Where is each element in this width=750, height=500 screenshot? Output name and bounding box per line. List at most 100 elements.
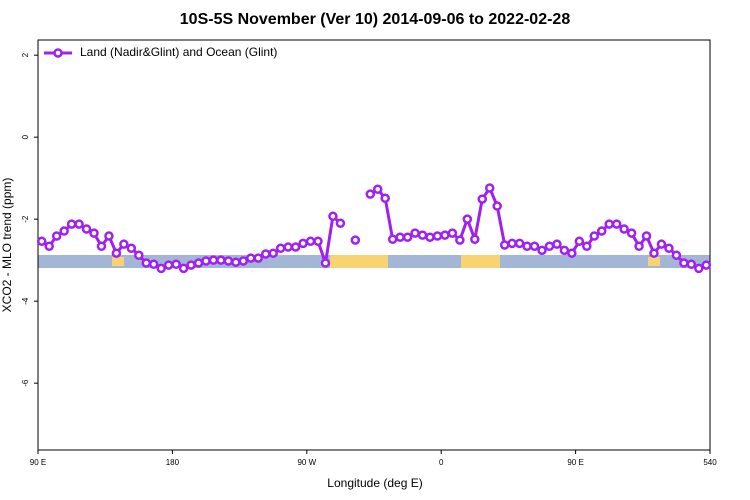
point (619, 224, 629, 234)
point (208, 255, 219, 265)
point (664, 243, 674, 254)
point (328, 211, 338, 222)
point (417, 230, 428, 240)
y-tick-label: 2 (21, 52, 30, 57)
legend-label: Land (Nadir&Glint) and Ocean (Glint) (80, 45, 277, 59)
point (522, 241, 532, 251)
point (186, 260, 196, 270)
x-axis-label: Longitude (deg E) (327, 476, 422, 490)
point (268, 248, 278, 258)
point (350, 235, 361, 245)
point (686, 259, 697, 270)
point (156, 263, 166, 274)
point (462, 214, 473, 224)
point (559, 245, 570, 256)
point (432, 231, 443, 241)
point (447, 228, 458, 238)
point (104, 231, 114, 241)
x-tick-label: 0 (439, 458, 444, 467)
point (313, 236, 323, 247)
point (290, 242, 301, 252)
x-tick-label: 90 W (297, 458, 316, 467)
point (477, 194, 488, 204)
point (246, 253, 256, 263)
point (589, 231, 600, 241)
point (171, 259, 181, 270)
y-axis-label: XCO2 - MLO trend (ppm) (0, 178, 14, 313)
y-tick-label: -4 (21, 297, 30, 305)
point (410, 228, 420, 238)
point (66, 219, 77, 229)
point (626, 228, 637, 238)
point (81, 224, 92, 234)
point (238, 256, 249, 266)
point (537, 245, 547, 256)
point (51, 231, 62, 241)
point (611, 219, 622, 229)
point (201, 256, 211, 266)
point (74, 219, 84, 229)
legend-marker (53, 48, 63, 58)
point (36, 236, 47, 247)
point (604, 219, 614, 229)
point (574, 236, 585, 247)
plot-frame (37, 39, 711, 451)
point (484, 183, 495, 193)
point (283, 242, 293, 252)
point (44, 241, 54, 251)
point (216, 255, 226, 265)
point (305, 236, 316, 247)
point (492, 201, 502, 211)
point (148, 259, 159, 270)
x-tick-label: 540 (703, 458, 717, 467)
point (387, 234, 398, 245)
point (335, 218, 346, 229)
point (96, 241, 107, 251)
point (253, 253, 264, 263)
point (320, 258, 331, 268)
point (470, 234, 480, 245)
point (298, 238, 308, 249)
point (134, 250, 144, 260)
point (119, 239, 129, 249)
point (425, 232, 435, 242)
point (499, 240, 510, 250)
point (649, 248, 659, 258)
point (440, 230, 450, 240)
point (365, 189, 376, 199)
point (163, 260, 174, 270)
point (380, 193, 390, 204)
point (193, 258, 204, 268)
point (634, 241, 644, 251)
point (656, 239, 667, 249)
point (582, 241, 592, 251)
point (223, 256, 234, 266)
point (544, 241, 555, 251)
point (111, 248, 122, 258)
point (596, 226, 607, 236)
chart-title: 10S-5S November (Ver 10) 2014-09-06 to 2… (180, 11, 571, 28)
point (395, 232, 405, 242)
point (552, 239, 562, 249)
x-tick-label: 180 (166, 458, 180, 467)
point (455, 235, 465, 245)
point (402, 232, 413, 242)
point (178, 263, 189, 274)
point (260, 249, 271, 259)
point (641, 231, 652, 241)
point (567, 248, 577, 258)
point (59, 226, 69, 236)
point (126, 243, 137, 254)
x-tick-label: 90 E (30, 458, 46, 467)
point (372, 184, 383, 194)
point (694, 263, 704, 274)
y-tick-label: -6 (21, 379, 30, 387)
point (507, 238, 517, 249)
point (231, 257, 241, 267)
point (89, 228, 99, 238)
point (671, 250, 682, 260)
y-tick-label: 0 (21, 134, 30, 139)
point (701, 260, 712, 270)
point (514, 238, 525, 249)
y-tick-label: -2 (21, 215, 30, 223)
